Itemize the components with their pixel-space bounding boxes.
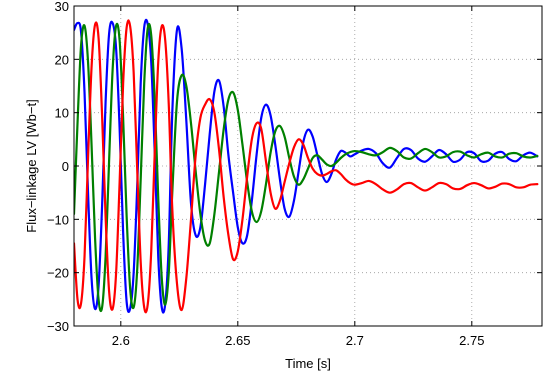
ticks: 2.6 2.65 2.7 2.75 −30 −20 −10 0 10 20 30	[47, 0, 542, 348]
x-axis-label: Time [s]	[285, 356, 331, 371]
x-tick-label: 2.6	[112, 333, 130, 348]
series-line-2	[74, 22, 539, 313]
y-tick-label: 20	[55, 52, 69, 67]
y-tick-label: 10	[55, 106, 69, 121]
y-tick-label: −30	[47, 319, 69, 334]
series-line-3	[74, 19, 539, 314]
y-axis-label: Flux−linkage LV [Wb−t]	[24, 99, 39, 232]
x-tick-label: 2.7	[346, 333, 364, 348]
y-tick-label: 0	[62, 159, 69, 174]
x-tick-label: 2.75	[459, 333, 484, 348]
y-tick-label: −10	[47, 212, 69, 227]
y-tick-label: −20	[47, 266, 69, 281]
y-tick-label: 30	[55, 0, 69, 14]
series-line-1	[74, 18, 539, 314]
series-layer	[74, 18, 539, 314]
x-tick-label: 2.65	[225, 333, 250, 348]
